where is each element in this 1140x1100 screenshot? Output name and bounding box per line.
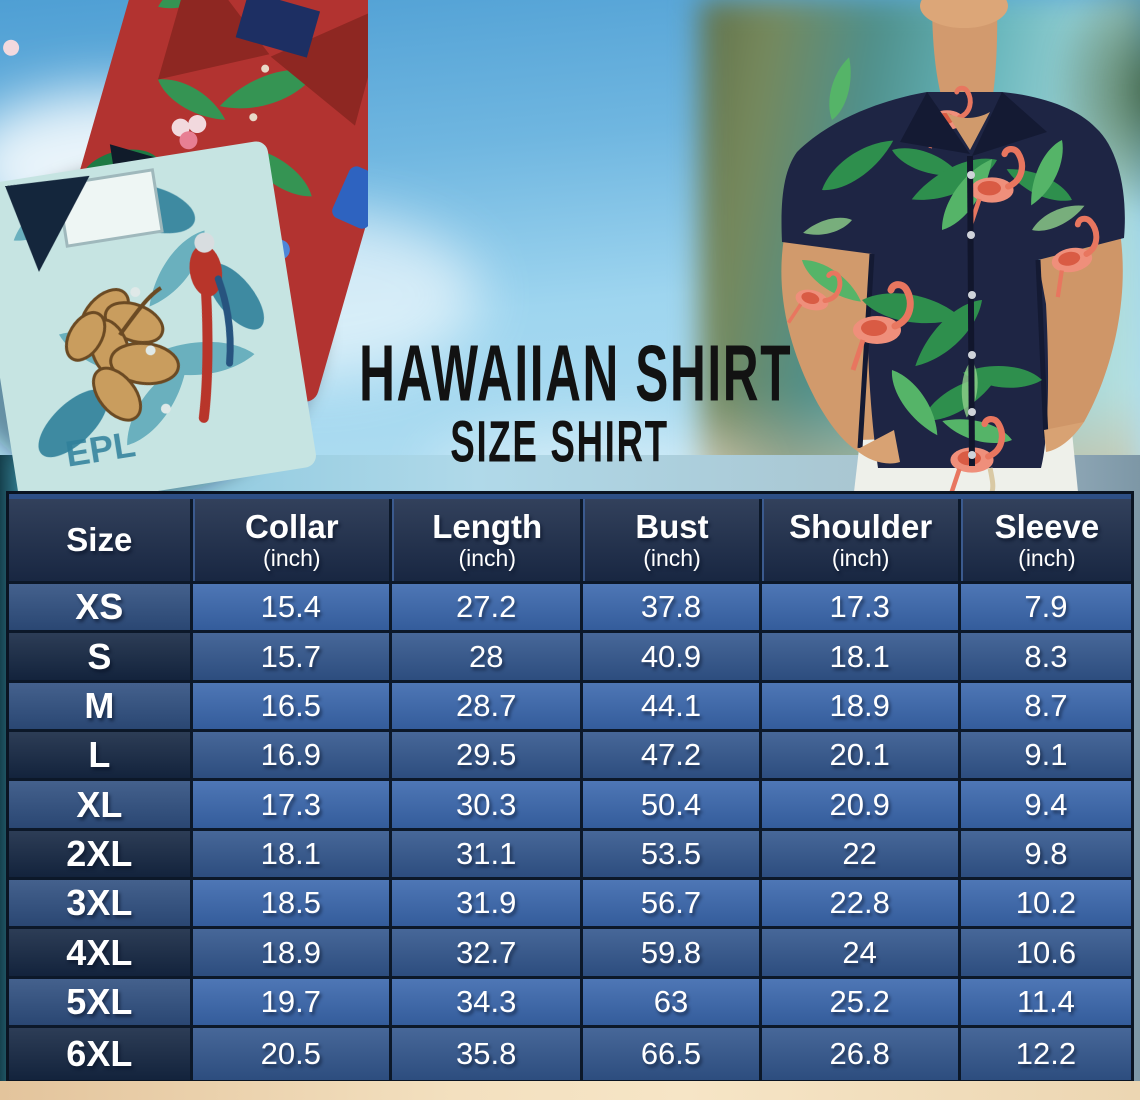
header-label: Length <box>432 507 543 545</box>
column-header-collar: Collar (inch) <box>192 499 389 581</box>
value-2xl-collar: 18.1 <box>192 830 389 878</box>
column-header-sleeve: Sleeve (inch) <box>960 499 1131 581</box>
value-6xl-length: 35.8 <box>391 1028 581 1080</box>
value-xl-bust: 50.4 <box>583 781 759 828</box>
value-l-length: 29.5 <box>391 732 581 779</box>
value-xs-length: 27.2 <box>391 584 581 631</box>
man-wearing-hawaiian-shirt-photo <box>781 0 1125 492</box>
size-label-l: L <box>9 732 190 779</box>
column-header-bust: Bust (inch) <box>583 499 759 581</box>
header-label: Shoulder <box>789 507 933 545</box>
value-6xl-bust: 66.5 <box>583 1028 759 1080</box>
size-label-5xl: 5XL <box>9 978 190 1026</box>
value-xs-sleeve: 7.9 <box>960 584 1131 631</box>
value-5xl-length: 34.3 <box>391 978 581 1026</box>
value-xl-sleeve: 9.4 <box>960 781 1131 828</box>
value-2xl-sleeve: 9.8 <box>960 830 1131 878</box>
page-title: HAWAIIAN SHIRT <box>359 330 793 419</box>
column-header-length: Length (inch) <box>391 499 581 581</box>
teal-hawaiian-shirt: EPL <box>0 141 316 497</box>
value-m-collar: 16.5 <box>192 682 389 730</box>
parrot-print <box>189 232 234 423</box>
value-4xl-sleeve: 10.6 <box>960 929 1131 976</box>
value-s-length: 28 <box>391 633 581 680</box>
value-5xl-bust: 63 <box>583 978 759 1026</box>
table-top-accent <box>9 494 1131 499</box>
size-label-6xl: 6XL <box>9 1028 190 1080</box>
value-s-collar: 15.7 <box>192 633 389 680</box>
value-3xl-length: 31.9 <box>391 880 581 927</box>
value-m-bust: 44.1 <box>583 682 759 730</box>
size-chart-table: Size Collar (inch) Length (inch) Bust (inch) Sh… <box>6 491 1134 1083</box>
value-m-shoulder: 18.9 <box>761 682 958 730</box>
column-header-size: Size <box>9 499 190 581</box>
header-unit: (inch) <box>831 544 890 571</box>
value-3xl-sleeve: 10.2 <box>960 880 1131 927</box>
size-label-s: S <box>9 633 190 680</box>
value-s-bust: 40.9 <box>583 633 759 680</box>
header-unit: (inch) <box>643 544 701 571</box>
value-3xl-shoulder: 22.8 <box>761 880 958 927</box>
value-l-sleeve: 9.1 <box>960 732 1131 779</box>
value-6xl-collar: 20.5 <box>192 1028 389 1080</box>
size-label-m: M <box>9 682 190 730</box>
header-label: Size <box>66 521 133 559</box>
size-chart-grid: Size Collar (inch) Length (inch) Bust (inch) Sh… <box>9 499 1131 1080</box>
value-4xl-shoulder: 24 <box>761 929 958 976</box>
value-4xl-collar: 18.9 <box>192 929 389 976</box>
size-label-xl: XL <box>9 781 190 828</box>
value-l-shoulder: 20.1 <box>761 732 958 779</box>
header-unit: (inch) <box>458 544 516 571</box>
value-xl-collar: 17.3 <box>192 781 389 828</box>
value-m-length: 28.7 <box>391 682 581 730</box>
title-block: HAWAIIAN SHIRT SIZE SHIRT <box>305 335 815 471</box>
header-label: Collar <box>245 507 339 545</box>
value-xs-bust: 37.8 <box>583 584 759 631</box>
value-2xl-shoulder: 22 <box>761 830 958 878</box>
value-5xl-shoulder: 25.2 <box>761 978 958 1026</box>
size-label-xs: XS <box>9 584 190 631</box>
value-s-sleeve: 8.3 <box>960 633 1131 680</box>
value-4xl-length: 32.7 <box>391 929 581 976</box>
sand-strip <box>0 1081 1140 1100</box>
value-xl-shoulder: 20.9 <box>761 781 958 828</box>
value-6xl-sleeve: 12.2 <box>960 1028 1131 1080</box>
value-s-shoulder: 18.1 <box>761 633 958 680</box>
value-xs-collar: 15.4 <box>192 584 389 631</box>
value-xl-length: 30.3 <box>391 781 581 828</box>
value-4xl-bust: 59.8 <box>583 929 759 976</box>
value-2xl-bust: 53.5 <box>583 830 759 878</box>
folded-hawaiian-shirts-photo: EPL <box>0 0 368 497</box>
column-header-shoulder: Shoulder (inch) <box>761 499 958 581</box>
value-3xl-bust: 56.7 <box>583 880 759 927</box>
header-unit: (inch) <box>263 544 321 571</box>
value-5xl-sleeve: 11.4 <box>960 978 1131 1026</box>
size-label-2xl: 2XL <box>9 830 190 878</box>
value-m-sleeve: 8.7 <box>960 682 1131 730</box>
value-2xl-length: 31.1 <box>391 830 581 878</box>
header-unit: (inch) <box>1018 544 1076 571</box>
value-6xl-shoulder: 26.8 <box>761 1028 958 1080</box>
value-xs-shoulder: 17.3 <box>761 584 958 631</box>
value-l-bust: 47.2 <box>583 732 759 779</box>
size-label-3xl: 3XL <box>9 880 190 927</box>
header-label: Sleeve <box>994 507 1100 545</box>
value-3xl-collar: 18.5 <box>192 880 389 927</box>
value-l-collar: 16.9 <box>192 732 389 779</box>
header-label: Bust <box>635 507 709 545</box>
size-label-4xl: 4XL <box>9 929 190 976</box>
page-subtitle: SIZE SHIRT <box>450 407 670 475</box>
value-5xl-collar: 19.7 <box>192 978 389 1026</box>
